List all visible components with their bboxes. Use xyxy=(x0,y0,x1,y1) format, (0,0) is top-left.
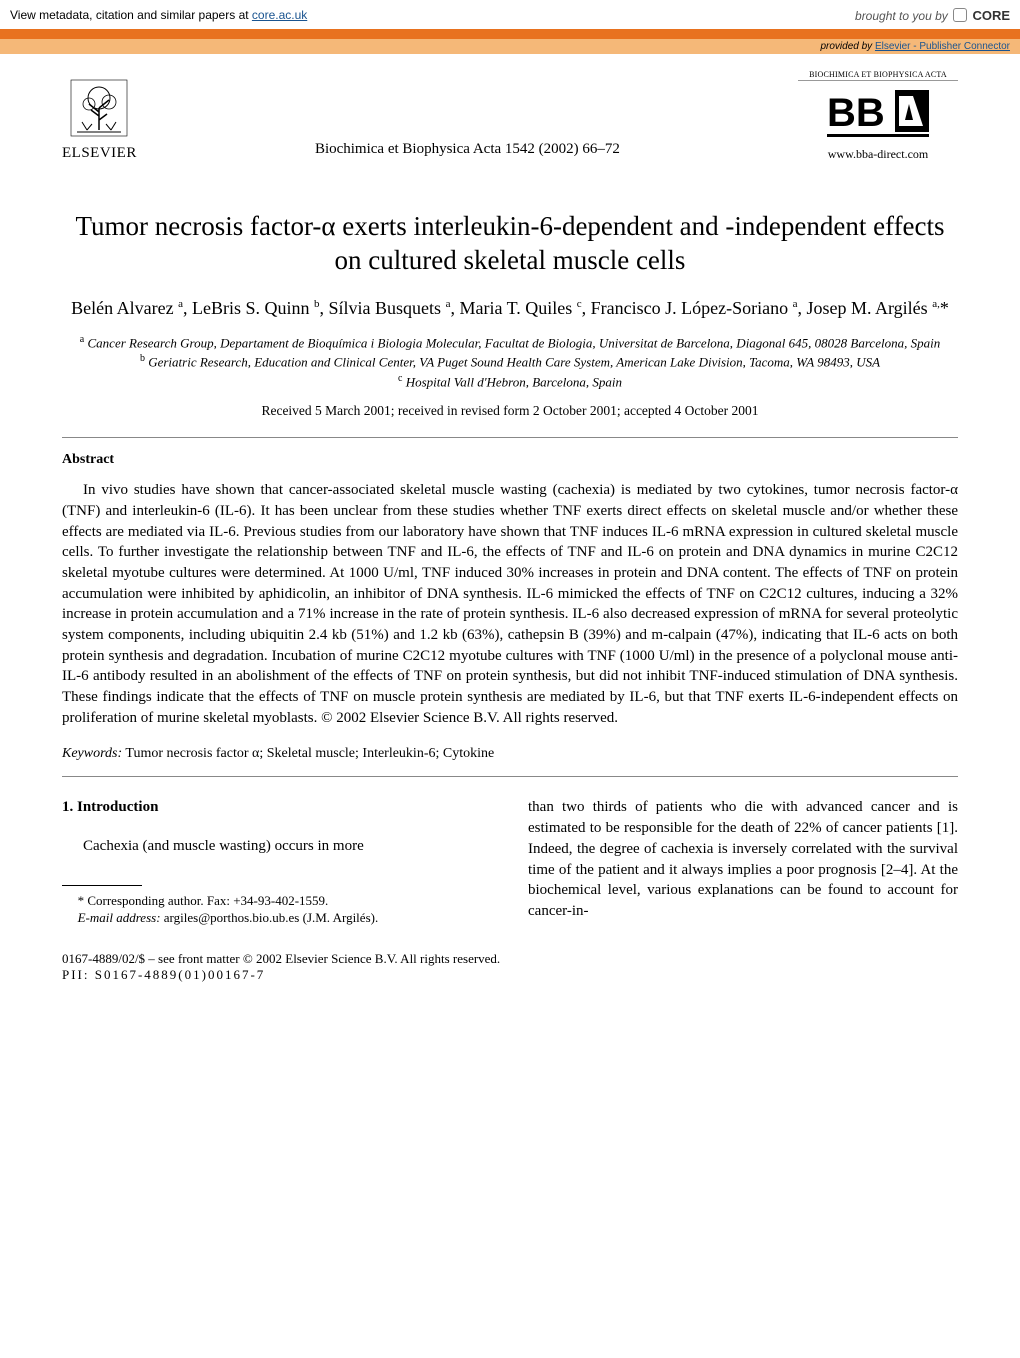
page-content: ELSEVIER Biochimica et Biophysica Acta 1… xyxy=(0,54,1020,1013)
section-1-heading: 1. Introduction xyxy=(62,797,492,818)
corresponding-author: * Corresponding author. Fax: +34-93-402-… xyxy=(62,892,492,910)
author-list: Belén Alvarez a, LeBris S. Quinn b, Sílv… xyxy=(62,296,958,321)
article-title: Tumor necrosis factor-α exerts interleuk… xyxy=(62,210,958,278)
body-columns: 1. Introduction Cachexia (and muscle was… xyxy=(62,797,958,926)
email-label: E-mail address: xyxy=(78,910,161,925)
column-left: 1. Introduction Cachexia (and muscle was… xyxy=(62,797,492,926)
intro-para-right: than two thirds of patients who die with… xyxy=(528,797,958,921)
journal-citation: Biochimica et Biophysica Acta 1542 (2002… xyxy=(137,141,798,162)
keywords-text: Tumor necrosis factor α; Skeletal muscle… xyxy=(125,746,494,761)
publisher-name: ELSEVIER xyxy=(62,145,137,162)
affiliation-a: Cancer Research Group, Departament de Bi… xyxy=(88,335,941,350)
column-right: than two thirds of patients who die with… xyxy=(528,797,958,926)
orange-divider xyxy=(0,29,1020,39)
elsevier-logo: ELSEVIER xyxy=(62,78,137,162)
core-left-prefix: View metadata, citation and similar pape… xyxy=(10,8,252,22)
pii-line: PII: S0167-4889(01)00167-7 xyxy=(62,967,958,983)
core-banner-right: brought to you by CORE xyxy=(855,6,1010,23)
affiliation-b: Geriatric Research, Education and Clinic… xyxy=(148,355,880,370)
provided-link[interactable]: Elsevier - Publisher Connector xyxy=(875,41,1010,52)
received-dates: Received 5 March 2001; received in revis… xyxy=(62,403,958,419)
email-line: E-mail address: argiles@porthos.bio.ub.e… xyxy=(62,909,492,927)
core-link[interactable]: core.ac.uk xyxy=(252,8,307,22)
bba-logo-block: BIOCHIMICA ET BIOPHYSICA ACTA BB www.bba… xyxy=(798,70,958,162)
bba-topline: BIOCHIMICA ET BIOPHYSICA ACTA xyxy=(798,70,958,81)
footnotes: * Corresponding author. Fax: +34-93-402-… xyxy=(62,892,492,927)
core-right-prefix: brought to you by xyxy=(855,9,951,23)
core-logo-icon xyxy=(953,8,967,22)
abstract-body: In vivo studies have shown that cancer-a… xyxy=(62,480,958,728)
bba-logo-icon: BB xyxy=(823,84,933,140)
keywords: Keywords: Tumor necrosis factor α; Skele… xyxy=(62,746,958,762)
elsevier-tree-icon xyxy=(69,78,129,138)
affiliations: a Cancer Research Group, Departament de … xyxy=(62,333,958,392)
page-footer: 0167-4889/02/$ – see front matter © 2002… xyxy=(62,951,958,983)
divider xyxy=(62,437,958,438)
email-address: argiles@porthos.bio.ub.es (J.M. Argilés)… xyxy=(164,910,378,925)
copyright-line: 0167-4889/02/$ – see front matter © 2002… xyxy=(62,951,958,967)
keywords-label: Keywords: xyxy=(62,746,122,761)
core-brand: CORE xyxy=(972,8,1010,23)
core-banner: View metadata, citation and similar pape… xyxy=(0,0,1020,29)
journal-header: ELSEVIER Biochimica et Biophysica Acta 1… xyxy=(62,70,958,162)
svg-text:BB: BB xyxy=(827,91,885,135)
intro-para-left: Cachexia (and muscle wasting) occurs in … xyxy=(62,836,492,857)
provided-prefix: provided by xyxy=(820,41,874,52)
footnote-rule xyxy=(62,885,142,886)
affiliation-c: Hospital Vall d'Hebron, Barcelona, Spain xyxy=(406,374,622,389)
bba-url: www.bba-direct.com xyxy=(798,147,958,162)
provided-strip: provided by Elsevier - Publisher Connect… xyxy=(0,39,1020,54)
core-banner-left: View metadata, citation and similar pape… xyxy=(10,8,307,22)
divider xyxy=(62,776,958,777)
abstract-heading: Abstract xyxy=(62,452,958,468)
